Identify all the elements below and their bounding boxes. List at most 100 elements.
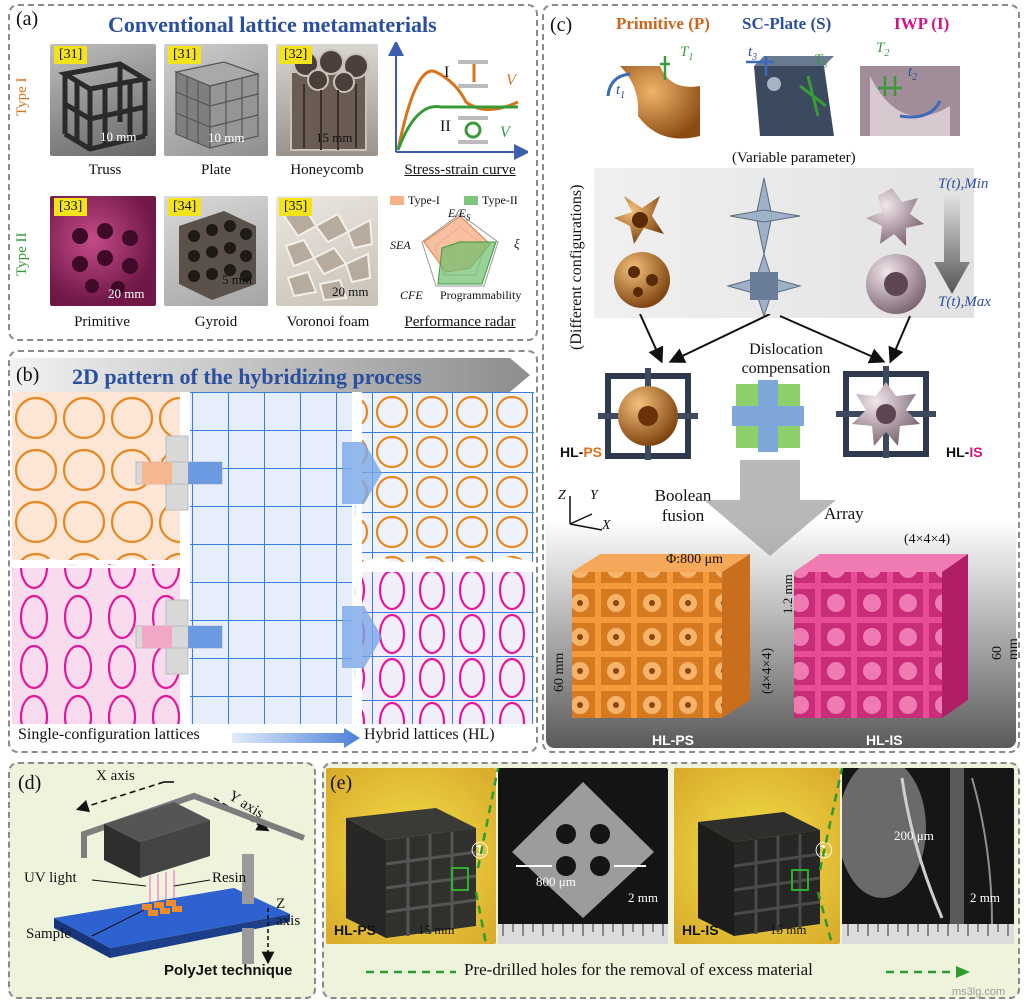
head-primitive: Primitive (P) [616, 14, 710, 33]
honeycomb-caption: Honeycomb [290, 162, 364, 178]
panel-a-title: Conventional lattice metamaterials [108, 12, 437, 37]
ref-34-gyroid: [34] [168, 198, 202, 216]
hl-is-micro-scale: 2 mm [970, 890, 1000, 905]
mm12-label: 1.2 mm [780, 574, 795, 614]
t2-main: t [908, 64, 913, 80]
type2-label: Type II [14, 232, 30, 276]
hl-is-micrograph [842, 768, 1014, 944]
hybridizing-pattern [12, 392, 534, 724]
hl-is-photo [674, 768, 840, 944]
mm60-left: 60 mm [552, 652, 567, 692]
converge-arrow [704, 460, 836, 556]
voronoi-image [282, 208, 374, 302]
hl-ps-sample-image [346, 808, 477, 938]
radar-legend-type1: Type-I [408, 193, 440, 207]
hl-is-photo-label: HL-IS [682, 922, 719, 938]
primitive-caption: Primitive [74, 314, 130, 330]
tmin-label: T(t),Min [938, 176, 989, 192]
pre-drilled-footer: Pre-drilled holes for the removal of exc… [464, 960, 813, 979]
x-axis-label: X axis [96, 768, 135, 784]
performance-radar [390, 196, 499, 287]
hl-ps-unit [598, 368, 698, 460]
stress-label-V2: V [500, 124, 510, 141]
hl-ps-holes-image [498, 782, 668, 944]
T3-label: T3 [814, 52, 827, 71]
array-label: Array [824, 504, 864, 523]
boolean-fusion-label: Boolean fusion [654, 486, 712, 525]
stress-caption: Stress-strain curve [404, 162, 516, 178]
cube-ps-label: HL-PS [652, 732, 694, 748]
radar-axis-modulus: E/ES [448, 206, 471, 222]
ref-32-honeycomb: [32] [279, 46, 313, 64]
t2-label: t2 [908, 64, 917, 83]
t1-sub: 1 [620, 90, 626, 101]
fusion-arrows [639, 314, 911, 364]
dislocation-label: Dislocation compensation [741, 341, 831, 377]
T2-label: T2 [876, 40, 889, 59]
stress-label-V1: V [506, 72, 516, 89]
gyroid-photo [164, 196, 268, 306]
scplate-cell-closeup [746, 56, 834, 136]
hl-is-unit [836, 366, 936, 458]
head-scplate: SC-Plate (S) [742, 14, 832, 33]
t2-sub: 2 [912, 72, 918, 83]
hl-ps-micro-scale: 2 mm [628, 890, 658, 905]
t1-main: t [616, 82, 621, 98]
t3-sub: 3 [752, 52, 758, 63]
hl-ps-micrograph [498, 768, 668, 944]
radar-axis-cfe: CFE [400, 288, 423, 302]
plate-photo [164, 44, 268, 156]
honeycomb-scale: 15 mm [316, 130, 353, 145]
hl-is-channel-image [842, 768, 1014, 944]
hl-ps-hole-dim: 800 μm [536, 874, 576, 889]
watermark: ms3lg.com [952, 986, 1006, 998]
stress-label-I: I [444, 64, 450, 81]
truss-photo [50, 44, 156, 156]
variable-parameter: (Variable parameter) [732, 150, 856, 166]
radar-legend-type2: Type-II [482, 193, 518, 207]
tmax-label: T(t),Max [938, 294, 991, 310]
cube-is-label: HL-IS [866, 732, 903, 748]
radar-caption: Performance radar [404, 314, 516, 330]
hl-is-sample-image [698, 812, 821, 936]
hl-ps-prefix: HL- [560, 444, 584, 460]
axis-x-label: X [602, 518, 611, 533]
zoom-guides [366, 768, 970, 978]
plate-lattice-image [173, 61, 261, 149]
voronoi-scale: 20 mm [332, 284, 369, 299]
ref-35-voronoi: [35] [279, 198, 313, 216]
head-iwp: IWP (I) [894, 14, 950, 33]
hl-is-prefix: HL- [946, 444, 970, 460]
ref-31-plate: [31] [168, 46, 202, 64]
hl-ps-photo-label: HL-PS [334, 922, 376, 938]
panel-b [8, 350, 538, 753]
t3-main: t [748, 44, 753, 60]
honeycomb-image [290, 49, 369, 151]
z-axis-label: Z axis [276, 896, 301, 929]
T1-label: T1 [680, 44, 693, 63]
plate-scale: 10 mm [208, 130, 245, 145]
hl-is-suffix: IS [969, 444, 983, 460]
T1-sub: 1 [688, 52, 694, 63]
panel-d-label: (d) [18, 772, 42, 794]
truss-lattice-image [58, 61, 152, 152]
tmin-tmax-arrow [934, 196, 970, 294]
hl-is-photo-scale: 15 mm [770, 922, 807, 937]
hl-is-label: HL-IS [946, 444, 983, 460]
size-444-side: (4×4×4) [760, 647, 775, 694]
stress-strain-sketch [388, 42, 528, 160]
panel-b-title: 2D pattern of the hybridizing process [72, 364, 422, 389]
primitive-image [72, 223, 138, 295]
plate-caption: Plate [201, 162, 231, 178]
T1-main: T [680, 44, 689, 60]
T3-sub: 3 [822, 60, 828, 71]
primitive-scale: 20 mm [108, 286, 145, 301]
gyroid-image [179, 211, 256, 300]
size-444-top: (4×4×4) [904, 532, 951, 547]
truss-scale: 10 mm [100, 129, 137, 144]
polyjet-technique: PolyJet technique [164, 962, 293, 979]
dislocation-cube [732, 380, 804, 452]
single-config-caption: Single-configuration lattices [18, 726, 200, 743]
radar-axis-xi: ξ [514, 236, 520, 251]
axis-y-label: Y [590, 488, 598, 503]
